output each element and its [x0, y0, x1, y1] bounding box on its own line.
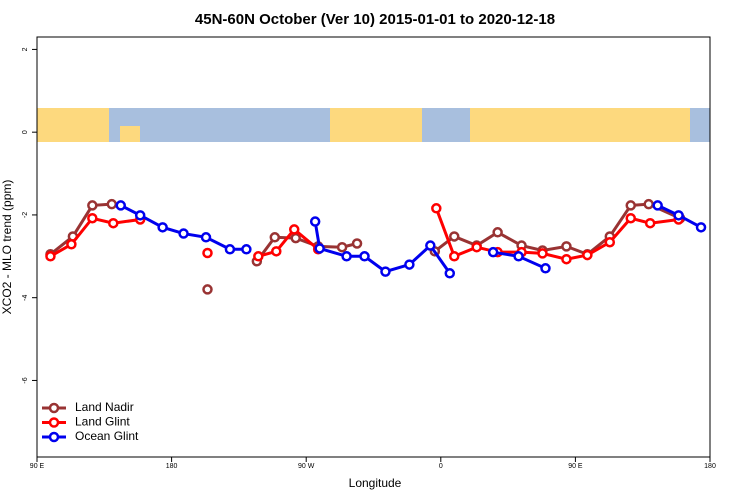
y-tick-label: -4 [22, 294, 29, 300]
data-point [425, 240, 436, 251]
data-point [625, 212, 636, 224]
data-point [200, 232, 212, 243]
data-point [224, 244, 236, 255]
plot-frame [36, 36, 711, 458]
data-point [644, 217, 656, 229]
data-point [540, 263, 551, 274]
data-point [537, 248, 548, 259]
data-point [492, 227, 503, 238]
map-land [120, 126, 140, 142]
y-tick-label: -2 [22, 212, 29, 218]
data-point [108, 217, 119, 229]
data-point [106, 198, 118, 210]
x-tick-label: 90 E [30, 463, 45, 470]
data-point [45, 251, 56, 262]
data-point [202, 284, 213, 295]
data-point [695, 222, 707, 233]
data-point [134, 210, 146, 221]
data-point [604, 236, 616, 248]
data-point [625, 200, 636, 211]
map-band [37, 108, 710, 142]
data-point [309, 216, 321, 227]
data-point [271, 246, 282, 257]
data-point [404, 259, 415, 270]
data-point [582, 249, 593, 261]
data-point [87, 212, 98, 224]
data-point [288, 224, 300, 235]
x-axis-label: Longitude [349, 476, 402, 490]
map-land [330, 108, 422, 142]
data-point [178, 228, 189, 239]
x-tick-label: 180 [166, 463, 178, 470]
data-point [673, 210, 684, 221]
legend-marker [48, 402, 60, 414]
data-point [336, 241, 348, 253]
data-point [87, 200, 98, 211]
data-point [202, 247, 213, 259]
data-point [351, 238, 363, 249]
legend-marker [48, 417, 60, 428]
legend-label: Land Glint [75, 415, 130, 429]
data-point [359, 251, 370, 262]
map-land [37, 108, 109, 142]
legend-label: Land Nadir [75, 400, 134, 414]
data-point [380, 266, 391, 277]
data-point [157, 222, 168, 233]
data-point [269, 232, 281, 243]
x-tick-label: 90 W [298, 463, 315, 470]
series-line [49, 216, 141, 258]
data-point [341, 251, 352, 262]
y-tick-label: -6 [22, 377, 29, 383]
series-line [257, 227, 320, 258]
data-point [561, 253, 572, 265]
legend-label: Ocean Glint [75, 429, 139, 443]
data-point [471, 241, 482, 253]
y-tick-label: 0 [22, 130, 29, 134]
y-tick-label: 2 [22, 47, 29, 51]
data-point [253, 251, 264, 262]
x-tick-label: 90 E [568, 463, 583, 470]
y-axis-label: XCO2 - MLO trend (ppm) [0, 180, 14, 315]
data-point [290, 232, 301, 244]
data-point [487, 246, 499, 258]
legend-marker [48, 431, 60, 443]
map-land [470, 108, 690, 142]
data-point [643, 198, 654, 210]
series-line [434, 207, 679, 261]
data-point [66, 239, 77, 250]
chart-title: 45N-60N October (Ver 10) 2015-01-01 to 2… [195, 11, 555, 28]
data-point [652, 200, 663, 211]
x-tick-label: 0 [439, 463, 443, 470]
data-point [449, 231, 460, 242]
data-point [431, 203, 442, 214]
data-point [314, 243, 325, 254]
data-point [115, 200, 127, 211]
data-point [513, 251, 524, 262]
data-point [449, 251, 460, 262]
x-tick-label: 180 [704, 463, 716, 470]
series-line [49, 202, 112, 256]
data-point [444, 268, 456, 279]
data-point [561, 241, 572, 252]
data-point [241, 244, 252, 255]
